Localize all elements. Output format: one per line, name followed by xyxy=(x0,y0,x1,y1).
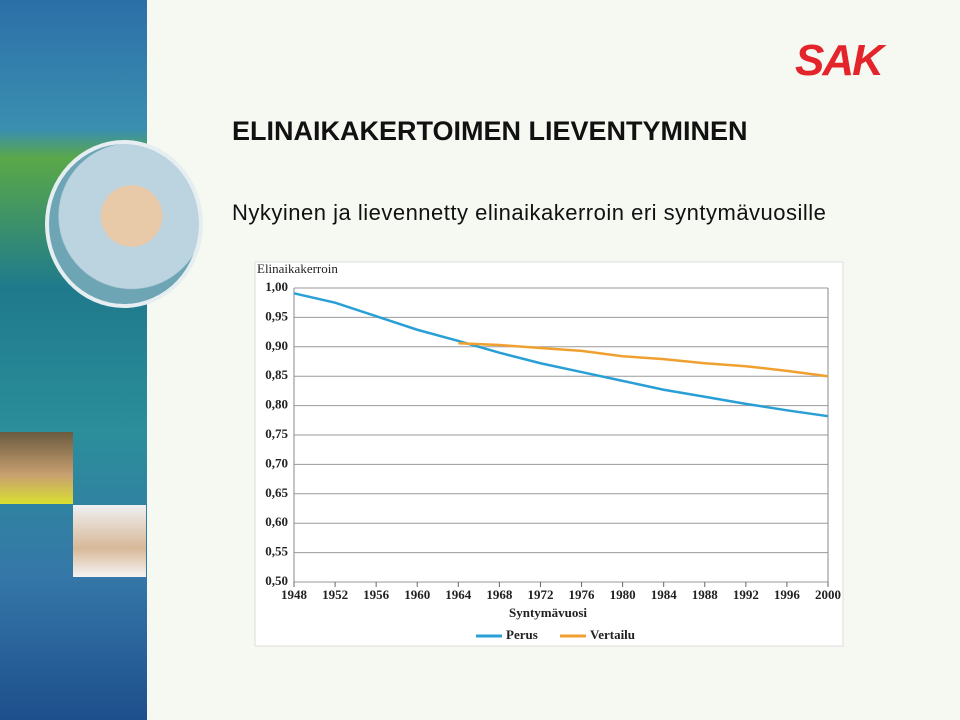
y-tick-label: 0,60 xyxy=(265,514,288,529)
y-tick-label: 0,75 xyxy=(265,426,288,441)
x-tick-label: 1992 xyxy=(733,587,759,602)
x-tick-label: 1996 xyxy=(774,587,801,602)
y-tick-label: 0,50 xyxy=(265,573,288,588)
x-tick-label: 1968 xyxy=(486,587,513,602)
series-line xyxy=(293,292,829,418)
worker-photo xyxy=(73,505,146,577)
y-tick-label: 0,95 xyxy=(265,308,288,323)
x-tick-label: 1948 xyxy=(281,587,308,602)
decor-strip xyxy=(0,0,147,720)
x-tick-label: 1984 xyxy=(651,587,678,602)
slide-subtitle: Nykyinen ja lievennetty elinaikakerroin … xyxy=(232,200,827,225)
logo: SAK xyxy=(795,36,884,85)
x-tick-label: 1964 xyxy=(445,587,472,602)
x-tick-label: 1976 xyxy=(569,587,596,602)
x-tick-label: 1960 xyxy=(404,587,430,602)
y-tick-label: 0,90 xyxy=(265,338,288,353)
y-tick-label: 0,65 xyxy=(265,485,288,500)
x-tick-label: 2000 xyxy=(815,587,841,602)
handshake-photo xyxy=(45,140,203,308)
x-tick-label: 1980 xyxy=(610,587,636,602)
x-tick-label: 1956 xyxy=(363,587,390,602)
series-line xyxy=(458,342,829,378)
x-tick-label: 1972 xyxy=(527,587,553,602)
x-tick-label: 1988 xyxy=(692,587,719,602)
y-tick-label: 0,85 xyxy=(265,367,288,382)
x-tick-label: 1952 xyxy=(322,587,348,602)
y-axis-label: Elinaikakerroin xyxy=(257,261,338,276)
slide-title: ELINAIKAKERTOIMEN LIEVENTYMINEN xyxy=(232,116,748,146)
x-axis-label: Syntymävuosi xyxy=(509,605,587,620)
y-tick-label: 0,70 xyxy=(265,455,288,470)
y-tick-label: 0,80 xyxy=(265,397,288,412)
legend-label: Perus xyxy=(506,627,538,642)
worker-photo xyxy=(0,432,73,504)
y-tick-label: 0,55 xyxy=(265,544,288,559)
y-tick-label: 1,00 xyxy=(265,279,288,294)
legend-label: Vertailu xyxy=(590,627,635,642)
